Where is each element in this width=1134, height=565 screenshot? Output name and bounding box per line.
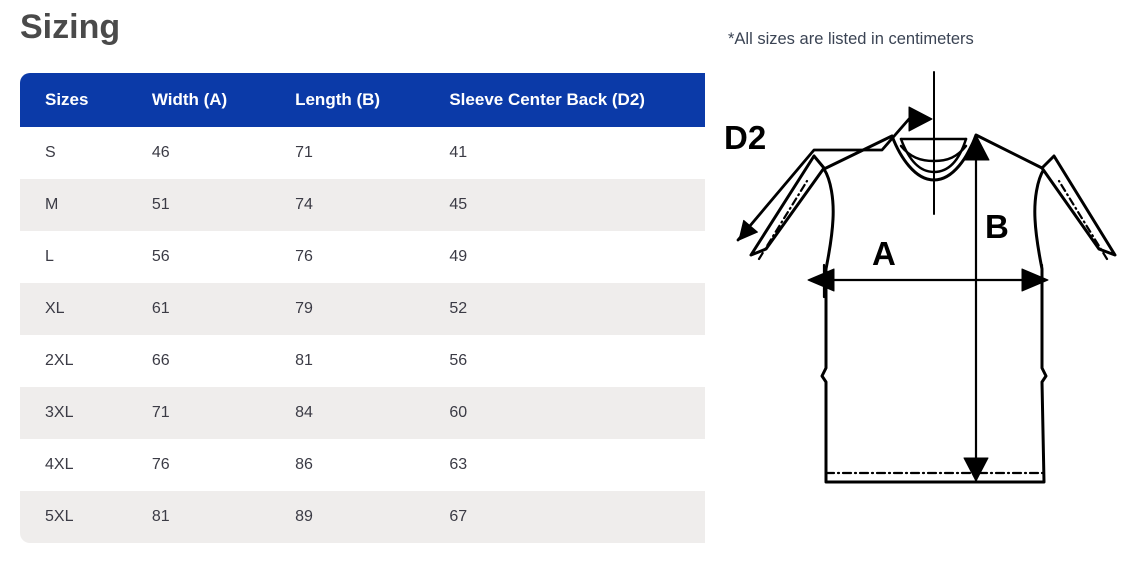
svg-text:B: B [985,208,1009,245]
svg-text:D2: D2 [724,119,766,156]
svg-text:A: A [872,235,896,272]
